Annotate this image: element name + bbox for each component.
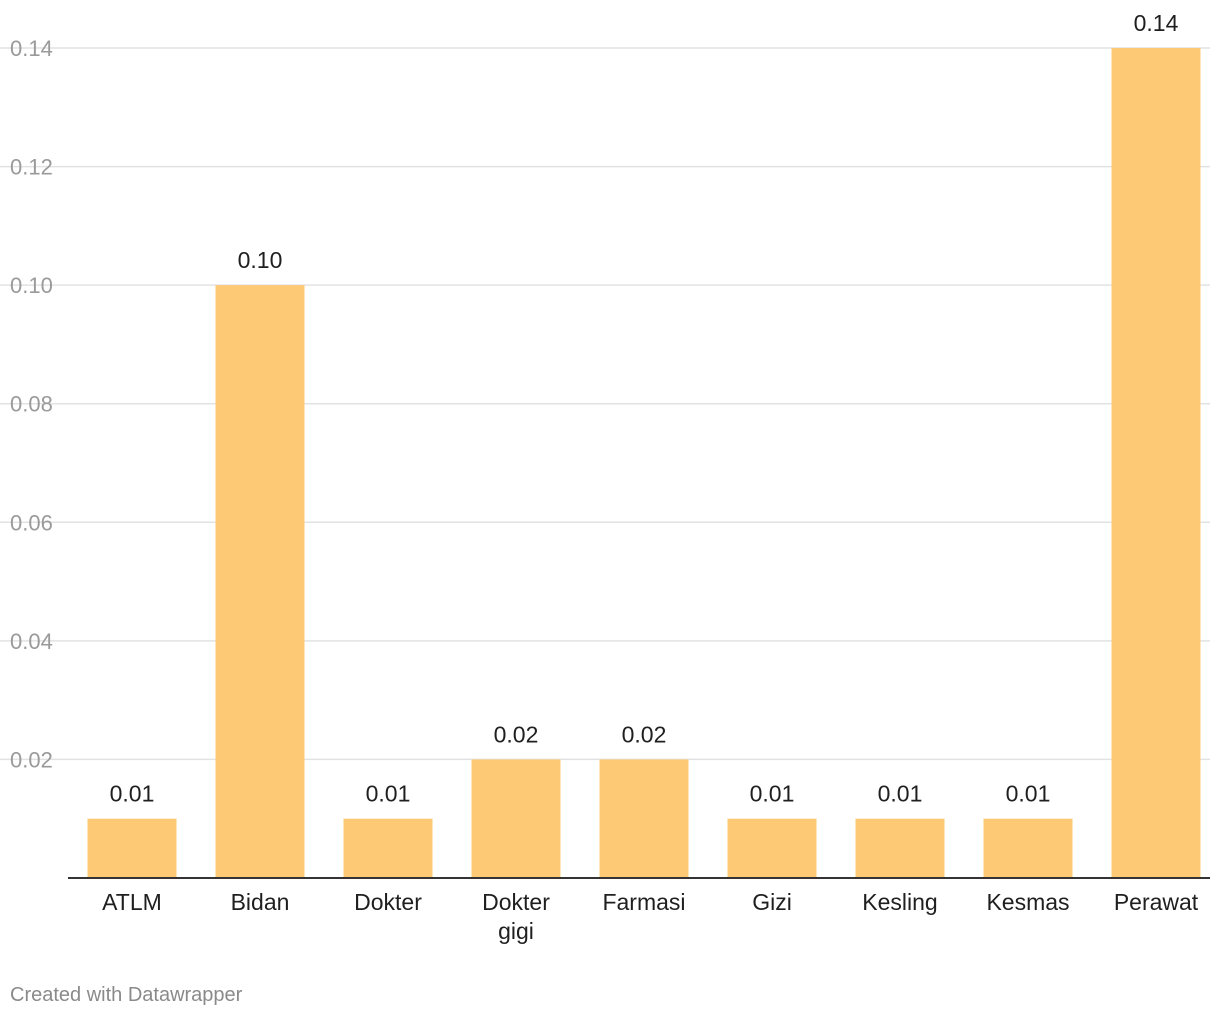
- bar: [215, 285, 305, 879]
- bar: [1111, 48, 1201, 878]
- x-tick-label: Kesmas: [986, 889, 1069, 915]
- value-label: 0.01: [1006, 781, 1051, 807]
- gridlines: [0, 47, 1210, 761]
- bar: [343, 818, 433, 878]
- labels: 0.02 0.04 0.06 0.08 0.10 0.12 0.14 0.01 ATLM 0.10…: [10, 10, 1199, 944]
- x-tick-label: Gizi: [752, 889, 792, 915]
- y-tick-label: 0.12: [10, 155, 53, 180]
- y-tick-label: 0.06: [10, 510, 53, 535]
- x-tick-label: Bidan: [231, 889, 290, 915]
- value-label: 0.02: [622, 721, 667, 747]
- bar: [855, 818, 945, 878]
- y-tick-label: 0.14: [10, 36, 53, 61]
- value-label: 0.02: [494, 721, 539, 747]
- x-tick-label: ATLM: [102, 889, 162, 915]
- value-label: 0.01: [878, 781, 923, 807]
- x-tick-label: Perawat: [1114, 889, 1199, 915]
- x-tick-label: Kesling: [862, 889, 937, 915]
- value-label: 0.01: [366, 781, 411, 807]
- bar: [87, 818, 177, 878]
- y-tick-label: 0.02: [10, 747, 53, 772]
- x-tick-label: Dokter: [354, 889, 422, 915]
- x-tick-label: Dokter: [482, 889, 550, 915]
- y-tick-label: 0.08: [10, 392, 53, 417]
- bar: [599, 759, 689, 878]
- bars: [87, 48, 1201, 879]
- value-label: 0.01: [750, 781, 795, 807]
- value-label: 0.10: [238, 247, 283, 273]
- y-tick-label: 0.10: [10, 273, 53, 298]
- value-label: 0.01: [110, 781, 155, 807]
- value-label: 0.14: [1134, 10, 1179, 36]
- bar: [471, 759, 561, 878]
- bar: [983, 818, 1073, 878]
- bar: [727, 818, 817, 878]
- credit-text: Created with Datawrapper: [10, 984, 243, 1006]
- x-tick-label: Farmasi: [602, 889, 685, 915]
- y-tick-label: 0.04: [10, 629, 53, 654]
- x-tick-label: gigi: [498, 918, 534, 944]
